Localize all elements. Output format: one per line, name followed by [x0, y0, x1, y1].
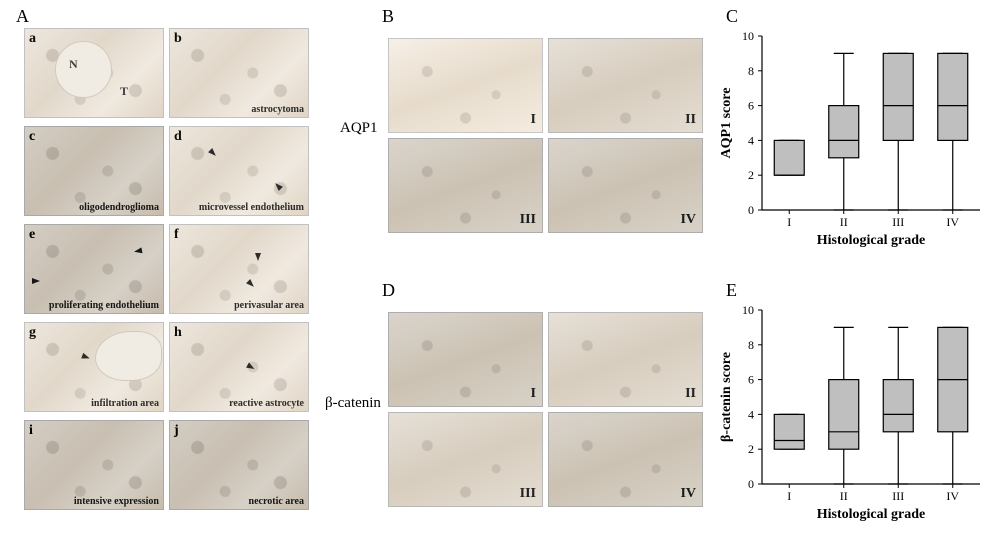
svg-text:4: 4 — [748, 407, 754, 421]
svg-text:2: 2 — [748, 442, 754, 456]
svg-text:10: 10 — [742, 303, 754, 317]
micrograph-h: h reactive astrocyte — [169, 322, 309, 412]
svg-text:4: 4 — [748, 133, 754, 147]
boxplot-svg: 0246810IIIIIIIVβ-catenin scoreHistologic… — [718, 302, 988, 522]
grade-label: II — [685, 386, 696, 402]
grade-label: II — [685, 112, 696, 128]
svg-text:II: II — [840, 489, 848, 503]
figure-page: A aNT b astrocytoma c oligodendroglioma d micr… — [0, 0, 1000, 553]
micrograph-caption: perivasular area — [234, 300, 304, 311]
micrograph-g: g infiltration area — [24, 322, 164, 412]
ihc-image-grade-I: I — [388, 38, 543, 133]
micrograph-c: c oligodendroglioma — [24, 126, 164, 216]
ihc-image-grade-III: III — [388, 412, 543, 507]
subpanel-letter: h — [174, 325, 182, 341]
grade-label: I — [531, 386, 536, 402]
boxplot-c: 0246810IIIIIIIVAQP1 scoreHistological gr… — [718, 28, 988, 253]
subpanel-letter: i — [29, 423, 33, 439]
micrograph-e: e proliferating endothelium — [24, 224, 164, 314]
subpanel-letter: a — [29, 31, 36, 47]
svg-text:0: 0 — [748, 477, 754, 491]
svg-text:8: 8 — [748, 338, 754, 352]
svg-text:I: I — [787, 215, 791, 229]
svg-text:IV: IV — [946, 489, 959, 503]
micrograph-d: d microvessel endothelium — [169, 126, 309, 216]
micrograph-caption: necrotic area — [249, 496, 304, 507]
micrograph-caption: astrocytoma — [251, 104, 304, 115]
grade-label: IV — [680, 486, 696, 502]
svg-text:I: I — [787, 489, 791, 503]
panel-label-a: A — [16, 6, 29, 27]
micrograph-caption: infiltration area — [91, 398, 159, 409]
svg-text:6: 6 — [748, 373, 754, 387]
svg-text:10: 10 — [742, 29, 754, 43]
svg-text:β-catenin score: β-catenin score — [719, 352, 734, 442]
panel-label-e: E — [726, 280, 737, 301]
ihc-image-grade-II: II — [548, 312, 703, 407]
subpanel-letter: j — [174, 423, 179, 439]
grade-label: I — [531, 112, 536, 128]
micrograph-f: f perivasular area — [169, 224, 309, 314]
svg-text:Histological grade: Histological grade — [817, 233, 926, 248]
ihc-image-grade-IV: IV — [548, 138, 703, 233]
micrograph-caption: reactive astrocyte — [229, 398, 304, 409]
ihc-image-grade-III: III — [388, 138, 543, 233]
svg-text:Histological grade: Histological grade — [817, 507, 926, 522]
svg-text:2: 2 — [748, 168, 754, 182]
svg-text:II: II — [840, 215, 848, 229]
subpanel-letter: b — [174, 31, 182, 47]
svg-text:8: 8 — [748, 64, 754, 78]
micrograph-caption: intensive expression — [74, 496, 159, 507]
boxplot-svg: 0246810IIIIIIIVAQP1 scoreHistological gr… — [718, 28, 988, 248]
subpanel-letter: d — [174, 129, 182, 145]
micrograph-a: aNT — [24, 28, 164, 118]
boxplot-e: 0246810IIIIIIIVβ-catenin scoreHistologic… — [718, 302, 988, 527]
ihc-image-grade-IV: IV — [548, 412, 703, 507]
subpanel-letter: e — [29, 227, 35, 243]
micrograph-j: j necrotic area — [169, 420, 309, 510]
row-label-bcatenin: β-catenin — [325, 395, 381, 412]
svg-text:0: 0 — [748, 203, 754, 217]
micrograph-caption: microvessel endothelium — [199, 202, 304, 213]
svg-text:IV: IV — [946, 215, 959, 229]
svg-text:AQP1 score: AQP1 score — [719, 88, 734, 159]
micrograph-caption: oligodendroglioma — [79, 202, 159, 213]
row-label-aqp1: AQP1 — [340, 120, 378, 137]
svg-text:III: III — [892, 489, 904, 503]
subpanel-letter: g — [29, 325, 36, 341]
panel-label-b: B — [382, 6, 394, 27]
panel-label-d: D — [382, 280, 395, 301]
subpanel-letter: f — [174, 227, 179, 243]
micrograph-b: b astrocytoma — [169, 28, 309, 118]
micrograph-caption: proliferating endothelium — [49, 300, 159, 311]
grade-label: III — [520, 486, 536, 502]
svg-text:6: 6 — [748, 99, 754, 113]
ihc-image-grade-I: I — [388, 312, 543, 407]
ihc-image-grade-II: II — [548, 38, 703, 133]
micrograph-i: i intensive expression — [24, 420, 164, 510]
grade-label: IV — [680, 212, 696, 228]
subpanel-letter: c — [29, 129, 35, 145]
grade-label: III — [520, 212, 536, 228]
svg-text:III: III — [892, 215, 904, 229]
panel-label-c: C — [726, 6, 738, 27]
